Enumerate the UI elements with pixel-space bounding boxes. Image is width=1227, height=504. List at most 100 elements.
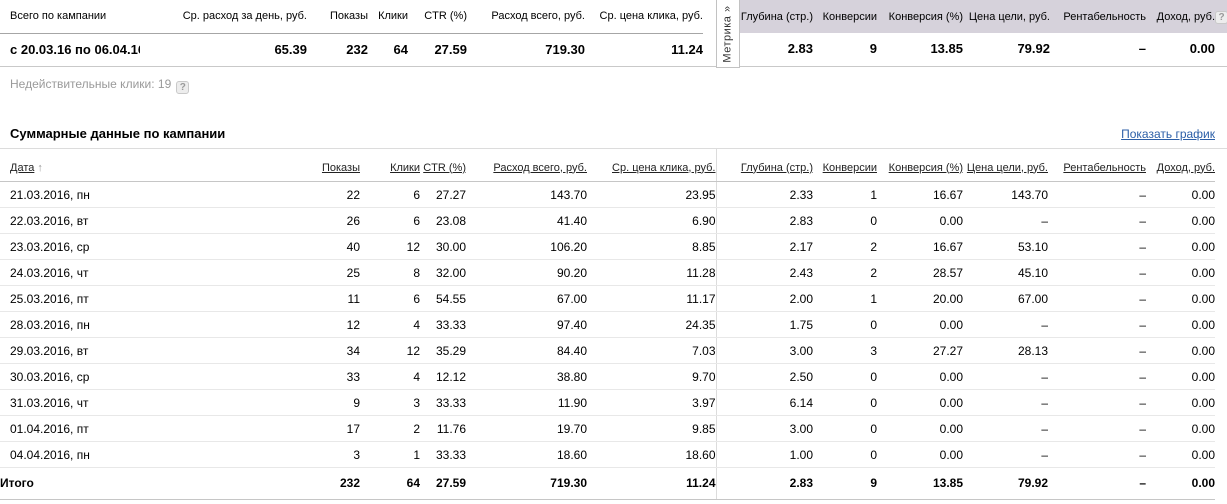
- cell-value: 0: [813, 311, 877, 338]
- cell-value: –: [1048, 181, 1146, 208]
- col-header-date[interactable]: Дата ↑: [0, 148, 310, 182]
- col-header-ctr[interactable]: CTR (%): [420, 148, 466, 182]
- cell-date: 01.04.2016, пт: [0, 415, 310, 442]
- table-row: 30.03.2016, ср 33 4 12.12 38.80 9.70 2.50 0 0.00…: [0, 363, 1215, 390]
- cell-date: 28.03.2016, пн: [0, 311, 310, 338]
- cell-value: 0.00: [1146, 389, 1215, 416]
- col-header-clicks: Клики: [368, 0, 408, 34]
- section-header: Суммарные данные по кампании Показать гр…: [0, 126, 1227, 149]
- summary-shows: 232: [307, 33, 368, 67]
- totals-depth: 2.83: [730, 467, 813, 500]
- metrika-divider: [715, 181, 730, 208]
- cell-value: 0.00: [1146, 181, 1215, 208]
- show-chart-link[interactable]: Показать график: [1121, 126, 1215, 141]
- totals-ctr: 27.59: [420, 467, 466, 500]
- cell-value: 33.33: [420, 311, 466, 338]
- cell-value: 0: [813, 415, 877, 442]
- cell-value: 2: [813, 259, 877, 286]
- metrika-divider: [715, 389, 730, 416]
- totals-avg-click-price: 11.24: [587, 467, 716, 500]
- cell-value: 0.00: [877, 207, 963, 234]
- cell-value: 33.33: [420, 441, 466, 468]
- table-row: 24.03.2016, чт 25 8 32.00 90.20 11.28 2.43 2 28.…: [0, 259, 1215, 286]
- cell-value: –: [963, 415, 1048, 442]
- totals-clicks: 64: [360, 467, 420, 500]
- col-header-ctr: CTR (%): [408, 0, 467, 34]
- metrika-divider: [715, 363, 730, 390]
- cell-value: 18.60: [466, 441, 587, 468]
- daily-rows: 21.03.2016, пн 22 6 27.27 143.70 23.95 2.33 1 16…: [0, 181, 1215, 468]
- cell-value: 3: [310, 441, 360, 468]
- cell-value: 2.33: [730, 181, 813, 208]
- cell-value: 9.70: [587, 363, 716, 390]
- cell-date: 29.03.2016, вт: [0, 337, 310, 364]
- sort-up-icon: ↑: [37, 161, 43, 174]
- cell-value: –: [1048, 337, 1146, 364]
- cell-value: –: [1048, 207, 1146, 234]
- cell-date: 30.03.2016, ср: [0, 363, 310, 390]
- table-row: 04.04.2016, пн 3 1 33.33 18.60 18.60 1.00 0 0.00…: [0, 441, 1215, 468]
- cell-value: 54.55: [420, 285, 466, 312]
- col-header-avg-click-price: Ср. цена клика, руб.: [585, 0, 703, 34]
- col-header-conversion-rate[interactable]: Конверсия (%): [877, 148, 963, 182]
- invalid-clicks-text: Недействительные клики: 19: [10, 76, 172, 91]
- col-header-profitability: Рентабельность: [1050, 0, 1146, 33]
- help-icon[interactable]: ?: [176, 80, 190, 94]
- cell-value: –: [1048, 233, 1146, 260]
- col-header-profitability[interactable]: Рентабельность: [1048, 148, 1146, 182]
- cell-value: –: [963, 311, 1048, 338]
- col-header-clicks[interactable]: Клики: [360, 148, 420, 182]
- cell-value: 0: [813, 441, 877, 468]
- invalid-clicks-note: Недействительные клики: 19?: [10, 77, 1227, 94]
- cell-value: 12: [360, 233, 420, 260]
- col-header-total-spend[interactable]: Расход всего, руб.: [466, 148, 587, 182]
- cell-value: 90.20: [466, 259, 587, 286]
- cell-value: –: [1048, 415, 1146, 442]
- cell-value: –: [1048, 389, 1146, 416]
- col-header-goal-price[interactable]: Цена цели, руб.: [963, 148, 1048, 182]
- col-header-revenue: Доход, руб.: [1146, 0, 1215, 33]
- metrika-divider: [715, 207, 730, 234]
- metrika-tab[interactable]: Метрика »: [716, 0, 740, 68]
- col-header-avg-click-price[interactable]: Ср. цена клика, руб.: [587, 148, 716, 182]
- cell-value: 16.67: [877, 181, 963, 208]
- col-header-goal-price: Цена цели, руб.: [963, 0, 1050, 33]
- col-header-avg-daily-spend: Ср. расход за день, руб.: [140, 0, 307, 34]
- cell-value: 6: [360, 207, 420, 234]
- cell-date: 24.03.2016, чт: [0, 259, 310, 286]
- cell-value: 22: [310, 181, 360, 208]
- help-icon[interactable]: ?: [1215, 11, 1227, 24]
- cell-value: 7.03: [587, 337, 716, 364]
- cell-value: 27.27: [877, 337, 963, 364]
- cell-value: 1.00: [730, 441, 813, 468]
- col-header-shows[interactable]: Показы: [310, 148, 360, 182]
- cell-value: 33.33: [420, 389, 466, 416]
- cell-value: 17: [310, 415, 360, 442]
- cell-value: 11.76: [420, 415, 466, 442]
- cell-value: 11: [310, 285, 360, 312]
- col-header-campaign-total: Всего по кампании: [0, 0, 140, 34]
- col-header-depth[interactable]: Глубина (стр.): [730, 148, 813, 182]
- campaign-summary-panel: Всего по кампании Ср. расход за день, ру…: [0, 0, 1227, 68]
- totals-revenue: 0.00: [1146, 467, 1215, 500]
- cell-date: 25.03.2016, пт: [0, 285, 310, 312]
- cell-value: 23.95: [587, 181, 716, 208]
- cell-value: 24.35: [587, 311, 716, 338]
- cell-value: 30.00: [420, 233, 466, 260]
- metrika-divider: [715, 415, 730, 442]
- col-header-conversions[interactable]: Конверсии: [813, 148, 877, 182]
- col-header-revenue[interactable]: Доход, руб.: [1146, 148, 1215, 182]
- cell-value: –: [963, 389, 1048, 416]
- totals-conversion-rate: 13.85: [877, 467, 963, 500]
- cell-value: 143.70: [963, 181, 1048, 208]
- metrika-divider: [715, 148, 730, 182]
- cell-value: 33: [310, 363, 360, 390]
- cell-date: 23.03.2016, ср: [0, 233, 310, 260]
- cell-value: 0.00: [877, 389, 963, 416]
- cell-value: 84.40: [466, 337, 587, 364]
- summary-ctr: 27.59: [408, 33, 467, 67]
- cell-value: 25: [310, 259, 360, 286]
- cell-value: 97.40: [466, 311, 587, 338]
- cell-value: 32.00: [420, 259, 466, 286]
- cell-value: 0.00: [877, 311, 963, 338]
